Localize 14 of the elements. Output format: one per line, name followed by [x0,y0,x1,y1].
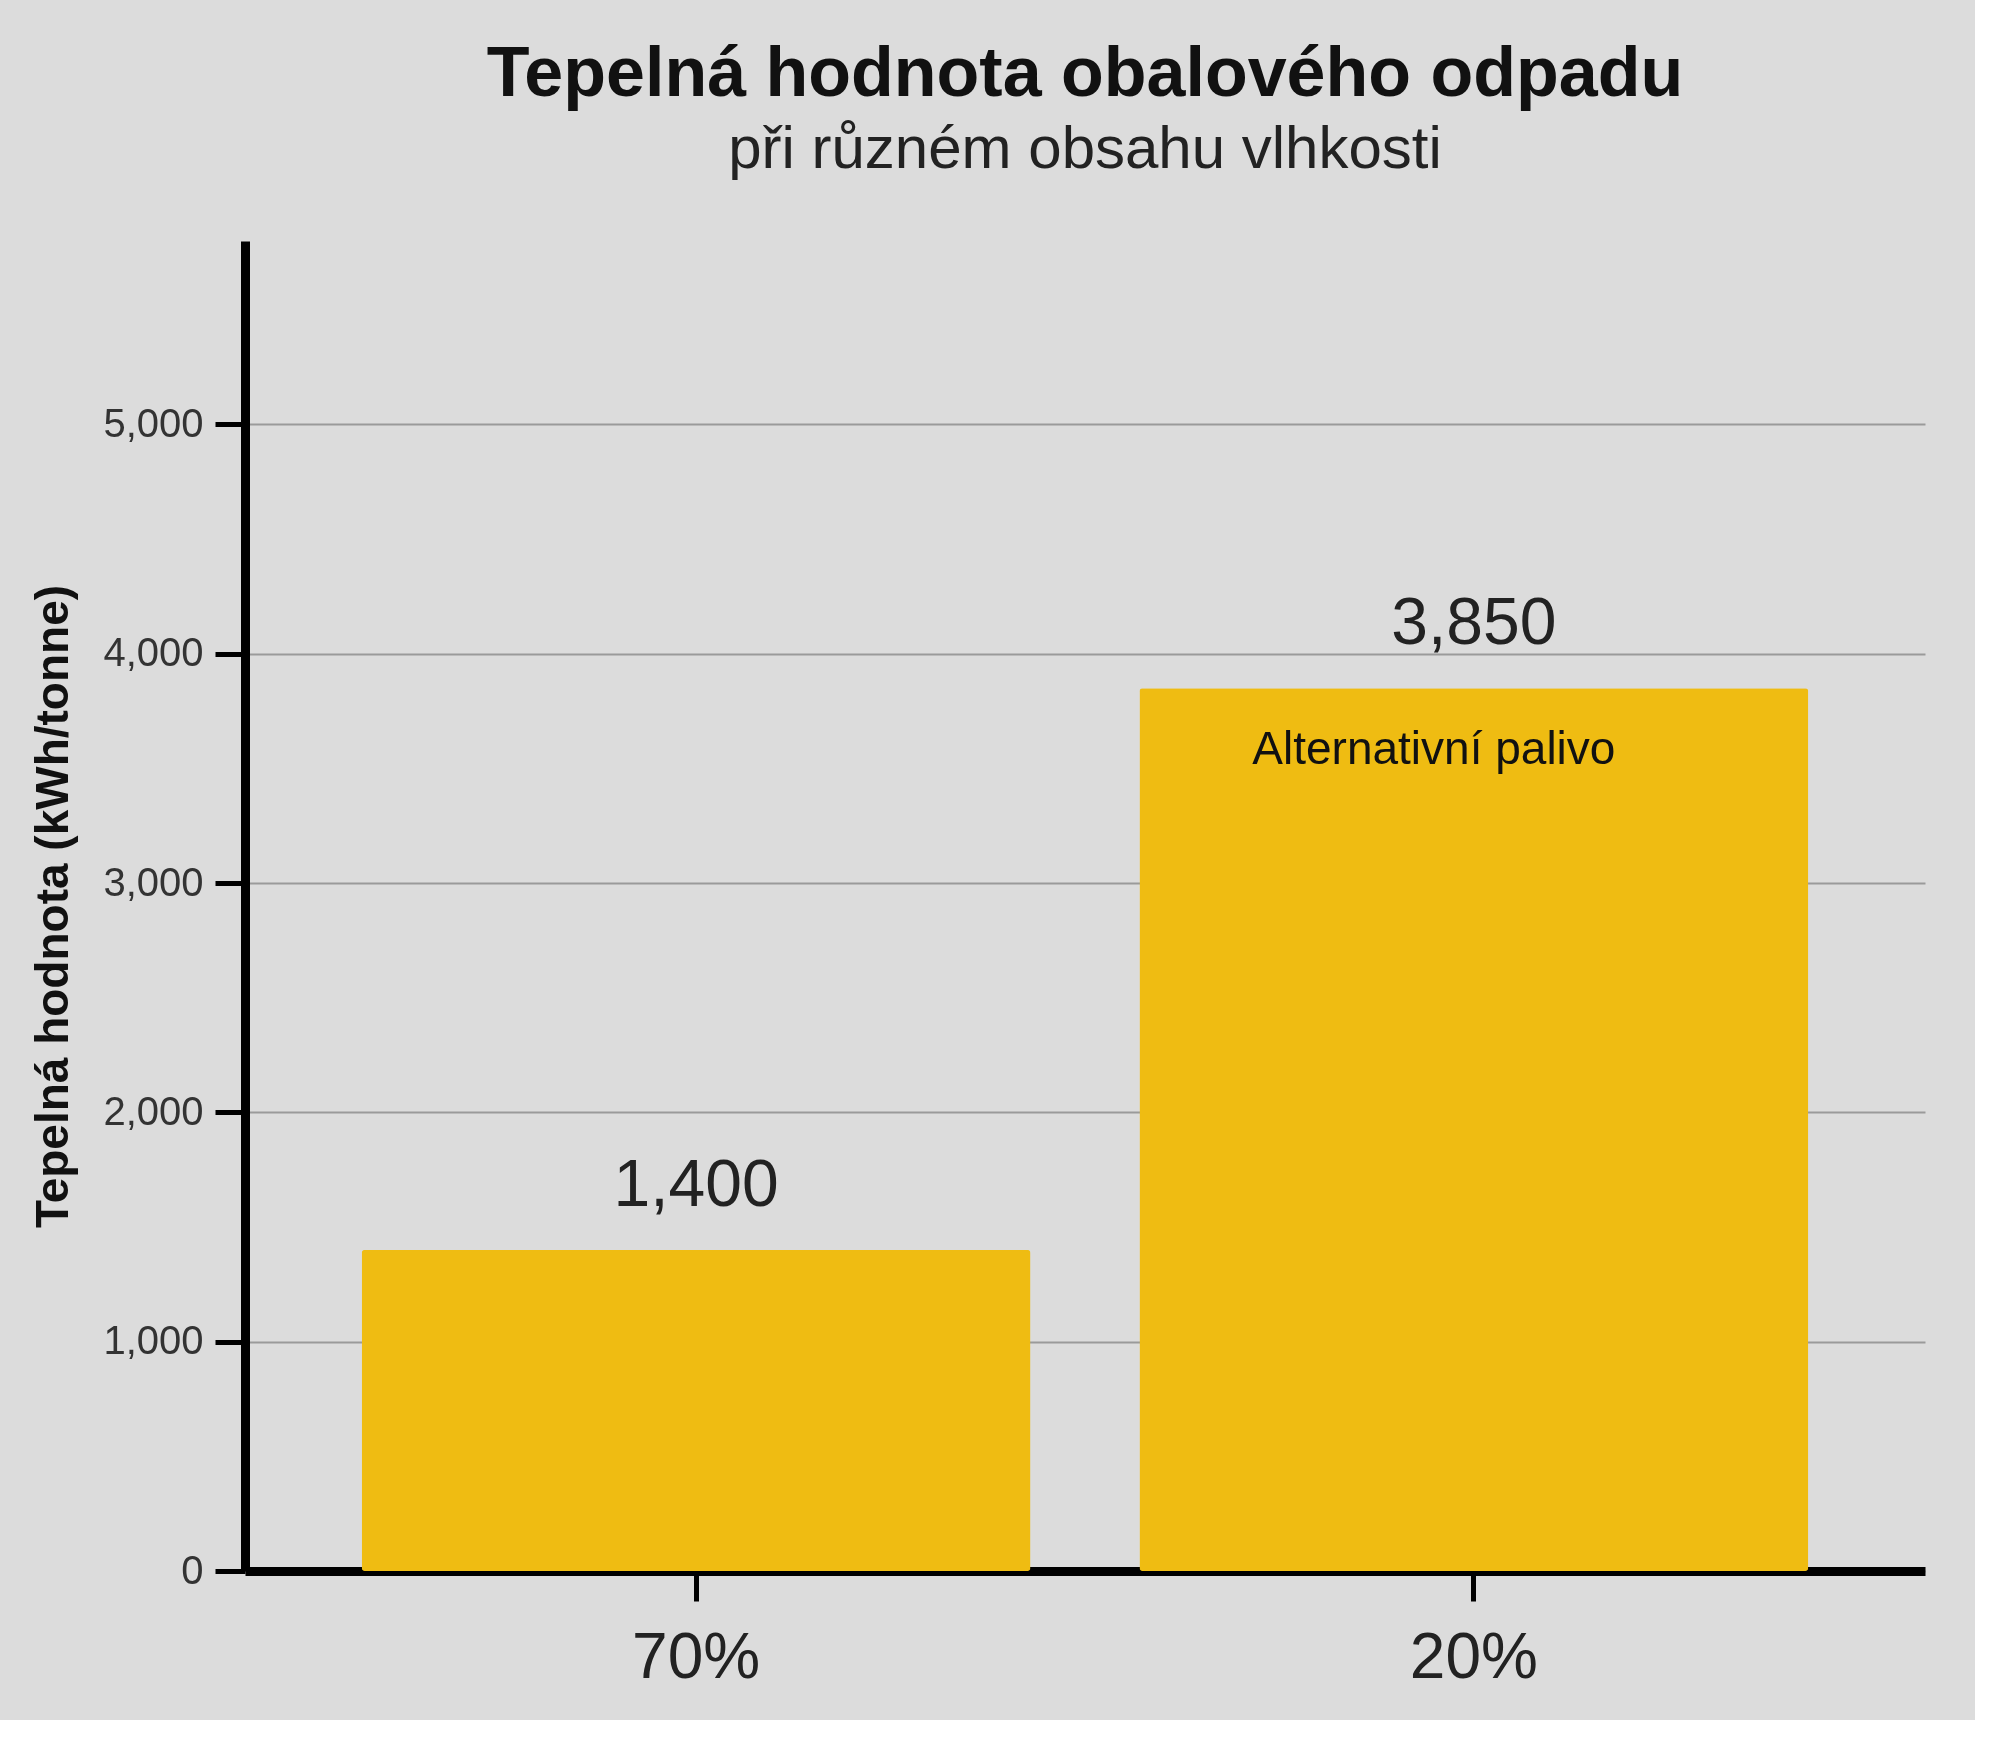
data-label: 3,850 [1391,584,1557,659]
y-tick-label: 3,000 [103,859,204,904]
x-tick-label: 70% [632,1619,761,1692]
y-tick-label: 0 [181,1547,204,1592]
y-tick-label: 2,000 [103,1088,204,1133]
chart-title: Tepelná hodnota obalového odpadu [486,33,1684,111]
x-tick-label: 20% [1409,1619,1538,1692]
data-label: 1,400 [613,1145,779,1220]
y-axis-title: Tepelná hodnota (kWh/tonne) [26,584,79,1229]
y-tick-label: 4,000 [103,630,204,675]
y-tick-label: 5,000 [103,400,204,445]
y-tick-label: 1,000 [103,1318,204,1363]
annotation: Alternativní palivo [1252,722,1616,775]
chart-subtitle: při různém obsahu vlhkosti [728,114,1442,181]
